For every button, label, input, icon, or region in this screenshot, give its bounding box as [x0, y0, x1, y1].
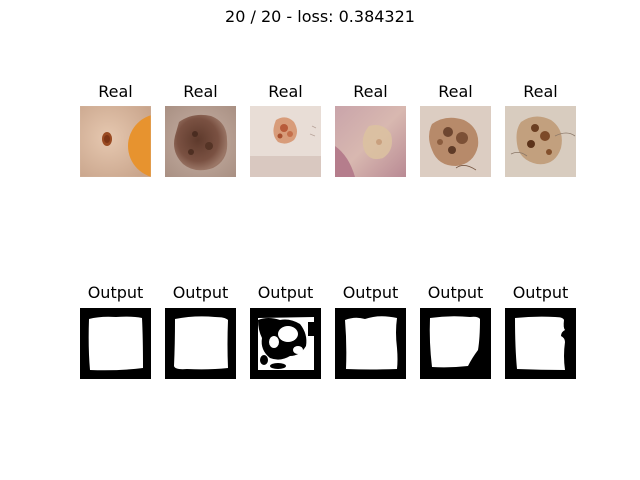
- real-panel-5-label: Real: [438, 82, 473, 101]
- skin-lesion-image-3: [250, 106, 321, 177]
- skin-lesion-image-2: [165, 106, 236, 177]
- real-panel-3-label: Real: [268, 82, 303, 101]
- output-panel-1-label: Output: [87, 283, 144, 302]
- skin-lesion-image-1: [80, 106, 151, 177]
- figure-title: 20 / 20 - loss: 0.384321: [225, 7, 415, 26]
- output-panel-4-label: Output: [342, 283, 399, 302]
- output-panel-3-label: Output: [257, 283, 314, 302]
- segmentation-mask-4: [335, 308, 406, 379]
- segmentation-mask-2: [165, 308, 236, 379]
- segmentation-mask-3: [250, 308, 321, 379]
- segmentation-mask-5: [420, 308, 491, 379]
- skin-lesion-image-4: [335, 106, 406, 177]
- skin-lesion-image-5: [420, 106, 491, 177]
- real-panel-1-label: Real: [98, 82, 133, 101]
- skin-lesion-image-6: [505, 106, 576, 177]
- output-panel-6-label: Output: [512, 283, 569, 302]
- real-panel-4-label: Real: [353, 82, 388, 101]
- output-panel-5-label: Output: [427, 283, 484, 302]
- real-panel-2-label: Real: [183, 82, 218, 101]
- real-panel-6-label: Real: [523, 82, 558, 101]
- output-panel-2-label: Output: [172, 283, 229, 302]
- segmentation-mask-6: [505, 308, 576, 379]
- segmentation-mask-1: [80, 308, 151, 379]
